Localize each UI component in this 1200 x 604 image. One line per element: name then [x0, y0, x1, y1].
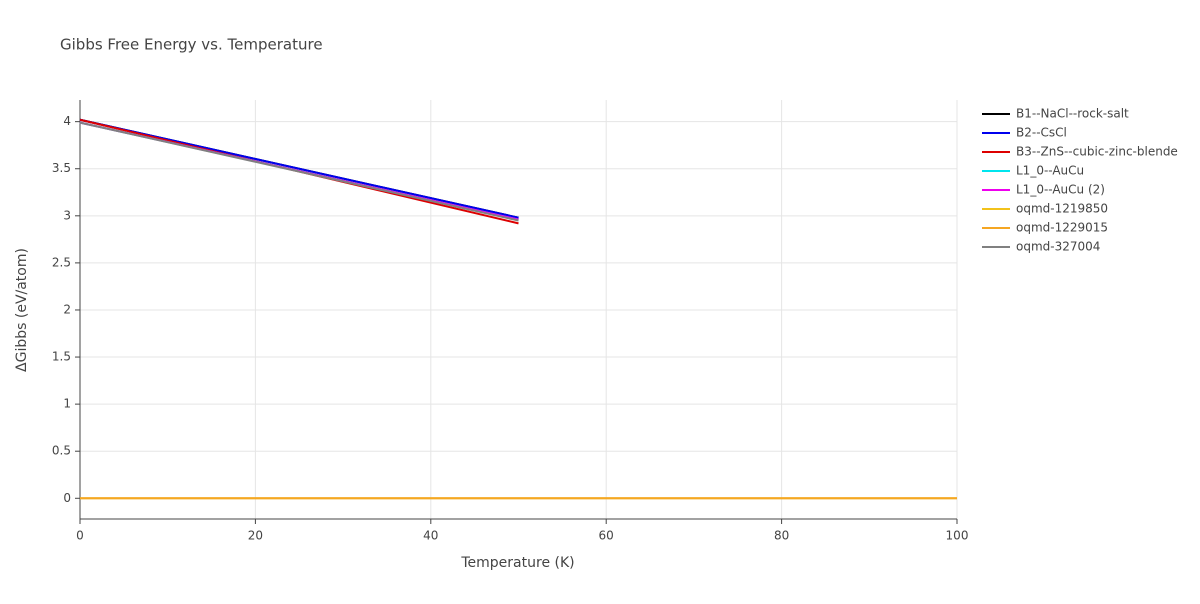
x-tick-label: 40: [423, 529, 438, 543]
y-tick-label: 3.5: [52, 161, 71, 175]
y-tick-label: 0.5: [52, 444, 71, 458]
legend-label: B3--ZnS--cubic-zinc-blende: [1016, 145, 1178, 159]
y-tick-label: 1.5: [52, 350, 71, 364]
y-tick-label: 3: [63, 208, 71, 222]
x-tick-label: 80: [774, 529, 789, 543]
legend-label: B2--CsCl: [1016, 126, 1067, 140]
x-tick-label: 100: [946, 529, 969, 543]
y-tick-label: 0: [63, 491, 71, 505]
x-axis-title: Temperature (K): [460, 555, 574, 571]
legend-label: L1_0--AuCu: [1016, 164, 1084, 178]
chart-title: Gibbs Free Energy vs. Temperature: [60, 36, 323, 54]
x-tick-label: 0: [76, 529, 84, 543]
legend-label: oqmd-1219850: [1016, 202, 1108, 216]
legend-label: oqmd-327004: [1016, 240, 1100, 254]
legend-label: L1_0--AuCu (2): [1016, 183, 1105, 197]
y-axis-title: ΔGibbs (eV/atom): [14, 248, 30, 372]
x-tick-label: 20: [248, 529, 263, 543]
line-series: [79, 121, 519, 222]
y-tick-label: 1: [63, 397, 71, 411]
legend-label: B1--NaCl--rock-salt: [1016, 107, 1129, 121]
y-tick-label: 4: [63, 114, 71, 128]
y-tick-label: 2: [63, 302, 71, 316]
x-tick-label: 60: [599, 529, 614, 543]
legend-label: oqmd-1229015: [1016, 221, 1108, 235]
y-tick-label: 2.5: [52, 255, 71, 269]
